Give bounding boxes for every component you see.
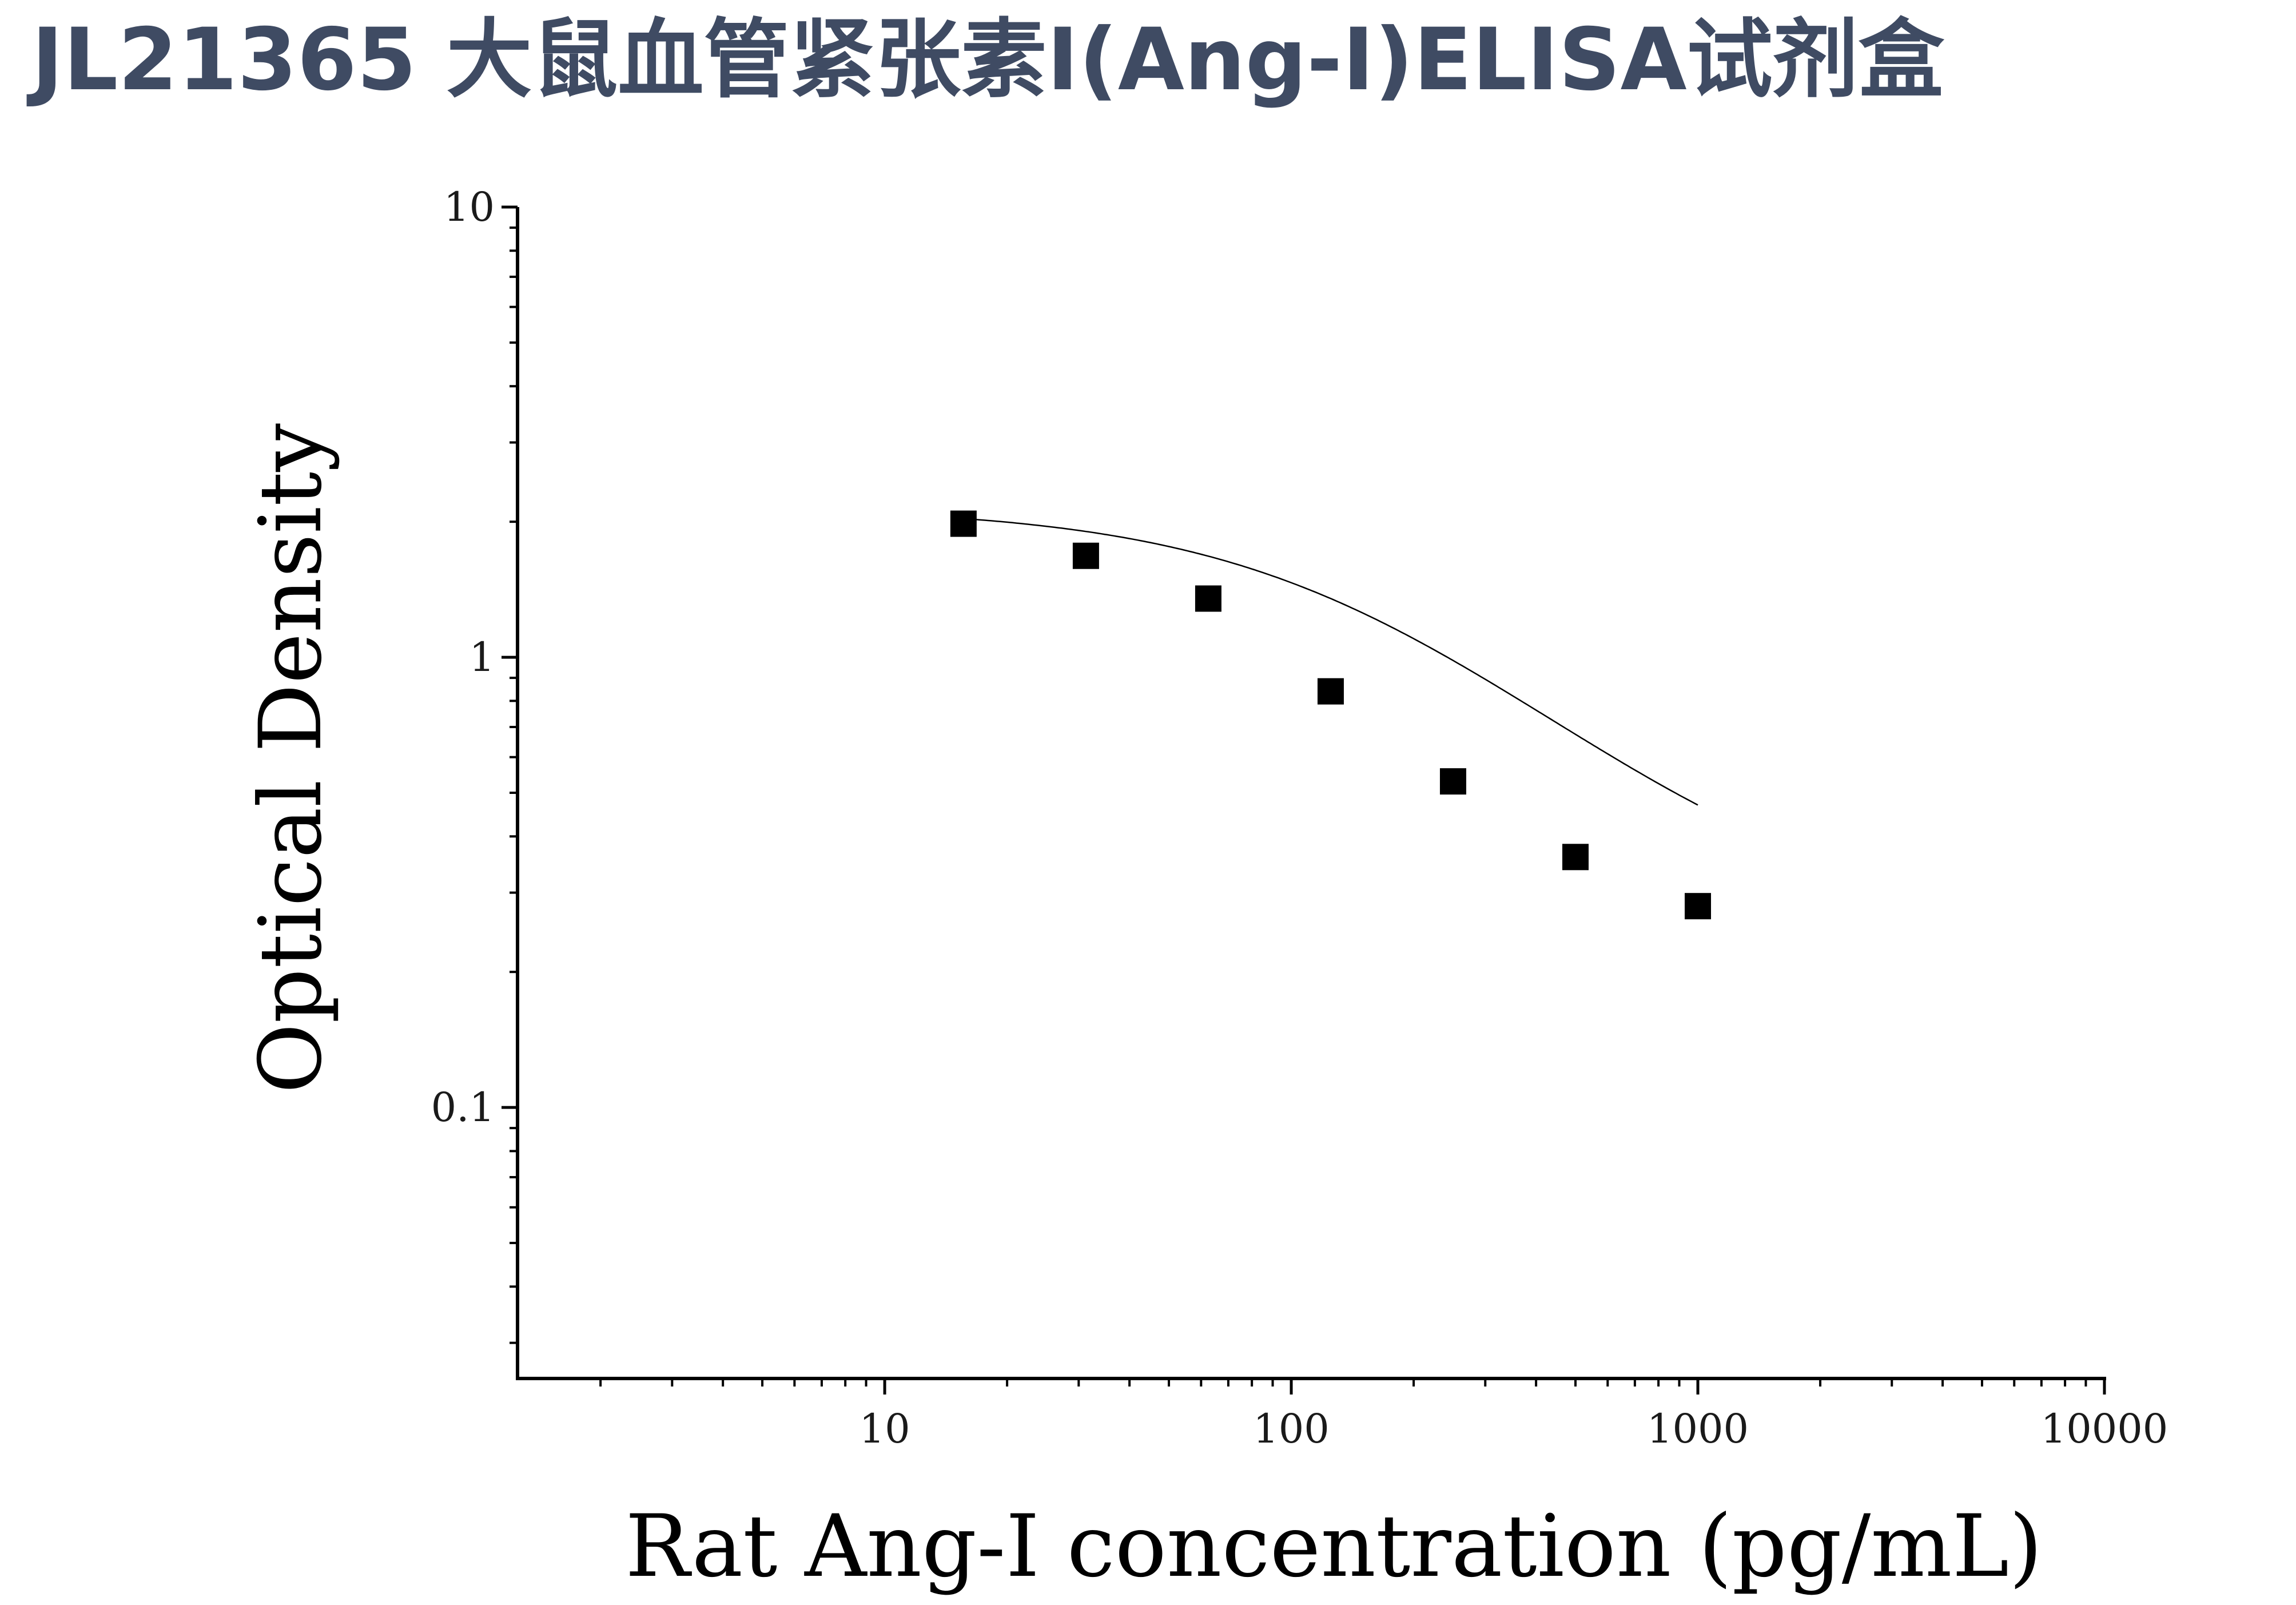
minor-ticks bbox=[510, 227, 2087, 1387]
data-point bbox=[1072, 542, 1099, 569]
tick-labels: 10 100 1000 10000 0.1 1 10 bbox=[431, 184, 2168, 1452]
x-tick-label: 100 bbox=[1253, 1405, 1330, 1452]
x-tick-label: 1000 bbox=[1647, 1405, 1749, 1452]
x-tick-label: 10000 bbox=[2041, 1405, 2168, 1452]
data-point bbox=[1685, 893, 1712, 920]
x-tick-label: 10 bbox=[859, 1405, 910, 1452]
y-tick-label: 1 bbox=[469, 634, 495, 681]
x-axis-label: Rat Ang-I concentration (pg/mL) bbox=[625, 1497, 2042, 1596]
data-point bbox=[950, 510, 977, 537]
data-points bbox=[950, 510, 1712, 920]
y-axis-label: Optical Density bbox=[241, 423, 341, 1094]
data-point bbox=[1439, 768, 1466, 795]
y-tick-label: 0.1 bbox=[431, 1084, 495, 1131]
y-tick-label: 10 bbox=[444, 184, 495, 231]
fit-curve bbox=[963, 518, 1698, 806]
data-point bbox=[1195, 585, 1221, 612]
data-point bbox=[1562, 844, 1589, 871]
data-point bbox=[1317, 678, 1344, 705]
page-title: JL21365 大鼠血管紧张素I(Ang-I)ELISA试剂盒 bbox=[31, 10, 1944, 110]
major-ticks bbox=[502, 205, 2106, 1395]
